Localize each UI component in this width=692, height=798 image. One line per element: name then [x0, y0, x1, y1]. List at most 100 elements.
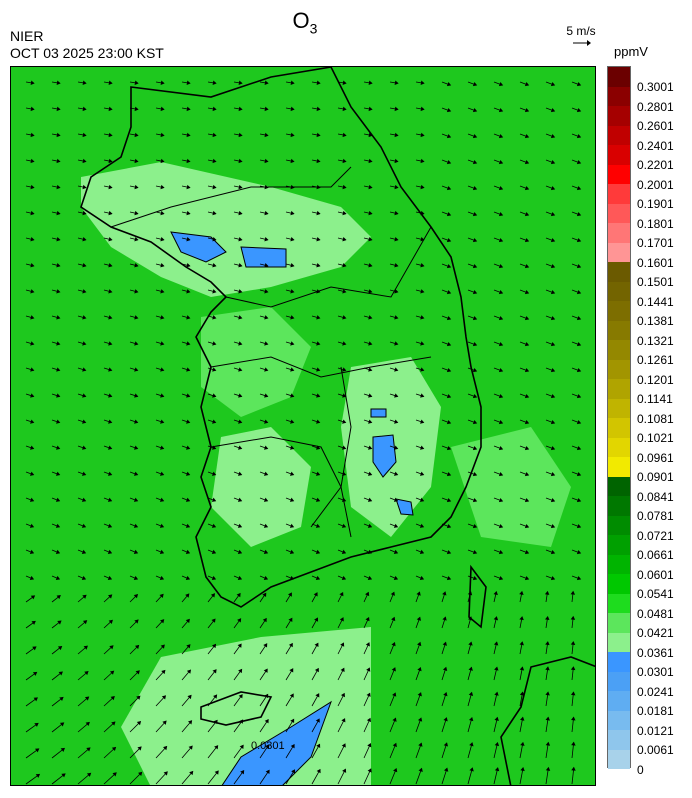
wind-arrow-head [211, 575, 217, 581]
wind-arrow-head [576, 549, 582, 555]
wind-arrow-head [446, 393, 452, 399]
wind-arrow-head [472, 497, 478, 503]
wind-arrow-head [342, 445, 347, 450]
wind-arrow-head [264, 132, 269, 138]
boundary-gyeongsang [340, 366, 352, 538]
wind-arrow-head [394, 315, 399, 320]
wind-arrow-head [264, 158, 269, 164]
wind-arrow-head [264, 236, 269, 242]
wind-arrow-head [472, 471, 478, 477]
colorbar-swatch [608, 262, 630, 282]
wind-arrow-head [524, 549, 530, 555]
wind-arrow-head [368, 132, 373, 138]
wind-arrow-head [212, 80, 217, 86]
wind-arrow-head [81, 575, 87, 581]
wind-arrow-head [108, 158, 113, 164]
wind-arrow-head [316, 158, 321, 164]
wind-arrow-head [420, 289, 425, 294]
wind-arrow-head [442, 591, 447, 596]
wind-arrow-head [418, 742, 423, 747]
wind-arrow-head [134, 184, 139, 190]
wind-arrow-head [290, 263, 295, 268]
wind-arrow-head [237, 523, 243, 528]
wind-arrow-head [109, 670, 115, 675]
wind-arrow-head [468, 616, 473, 621]
wind-arrow-head [570, 666, 576, 671]
wind-arrow-head [493, 641, 499, 646]
wind-arrow-head [368, 393, 373, 398]
wind-arrow-head [341, 575, 347, 581]
wind-arrow-head [314, 642, 319, 648]
wind-arrow-head [30, 595, 36, 600]
wind-arrow-head [315, 718, 320, 723]
wind-arrow-head [576, 185, 582, 191]
wind-arrow-head [446, 341, 452, 347]
wind-arrow-head [290, 718, 295, 724]
wind-arrow-head [134, 80, 139, 86]
wind-arrow-head [81, 549, 87, 554]
wind-arrow-head [212, 263, 217, 268]
wind-arrow-head [264, 210, 269, 216]
colorbar-tick-label: 0.0781 [637, 509, 674, 523]
wind-arrow-head [212, 210, 217, 216]
wind-arrow-head [341, 497, 347, 502]
wind-arrow-head [133, 549, 139, 554]
wind-arrow-head [32, 646, 37, 651]
wind-arrow-head [550, 471, 556, 477]
colorbar-tick-label: 0.0601 [637, 567, 674, 582]
wind-arrow-head [290, 132, 295, 138]
wind-arrow-head [393, 471, 399, 476]
wind-arrow-head [498, 185, 504, 191]
wind-arrow-head [576, 367, 582, 373]
wind-arrow-head [211, 523, 217, 528]
wind-arrow-head [417, 717, 423, 722]
wind-arrow-head [288, 642, 293, 648]
wind-arrow-head [210, 593, 215, 598]
wind-arrow-head [108, 419, 113, 424]
wind-arrow-head [446, 575, 452, 581]
wind-arrow-head [186, 445, 191, 450]
colorbar-tick-label: 0.2001 [637, 177, 674, 192]
wind-arrow-head [576, 315, 582, 321]
wind-arrow-head [30, 393, 35, 398]
wind-arrow-head [30, 263, 35, 268]
wind-arrow-head [394, 210, 399, 216]
wind-arrow-head [545, 716, 550, 721]
wind-arrow-head [442, 666, 448, 672]
low-area-seoul-west [170, 231, 227, 263]
wind-arrow-head [420, 263, 425, 268]
wind-arrow-head [498, 211, 504, 217]
wind-arrow-head [107, 471, 113, 476]
wind-arrow-head [576, 211, 582, 217]
wind-arrow-head [468, 641, 473, 646]
wind-arrow-head [368, 419, 373, 424]
wind-arrow-head [185, 549, 191, 554]
wind-arrow-head [420, 106, 425, 112]
wind-arrow-head [520, 766, 525, 772]
wind-arrow-head [82, 594, 87, 599]
wind-arrow-head [342, 289, 347, 294]
wind-arrow-head [82, 184, 87, 190]
wind-arrow-head [498, 549, 504, 555]
wind-arrow-head [134, 210, 139, 216]
wind-arrow-head [313, 592, 318, 597]
colorbar-swatch [608, 340, 630, 360]
wind-arrow-head [212, 669, 217, 674]
wind-arrow-head [316, 419, 321, 424]
wind-arrow-head [394, 289, 399, 294]
wind-arrow-head [83, 645, 88, 650]
colorbar-tick-label: 0.1601 [637, 255, 674, 270]
wind-arrow-head [342, 158, 347, 164]
wind-arrow-head [472, 107, 478, 113]
colorbar-tick-label: 0.1701 [637, 236, 674, 250]
colorbar-tick-label: 0.0901 [637, 470, 674, 484]
wind-arrow-head [469, 767, 474, 772]
wind-arrow-head [159, 593, 164, 599]
colorbar-tick-label: 0.1901 [637, 197, 674, 211]
wind-arrow-head [186, 315, 191, 320]
wind-arrow-head [367, 768, 372, 773]
wind-arrow-head [33, 697, 38, 702]
wind-arrow-head [160, 236, 165, 242]
wind-arrow-head [212, 158, 217, 164]
wind-arrow-head [571, 741, 576, 746]
